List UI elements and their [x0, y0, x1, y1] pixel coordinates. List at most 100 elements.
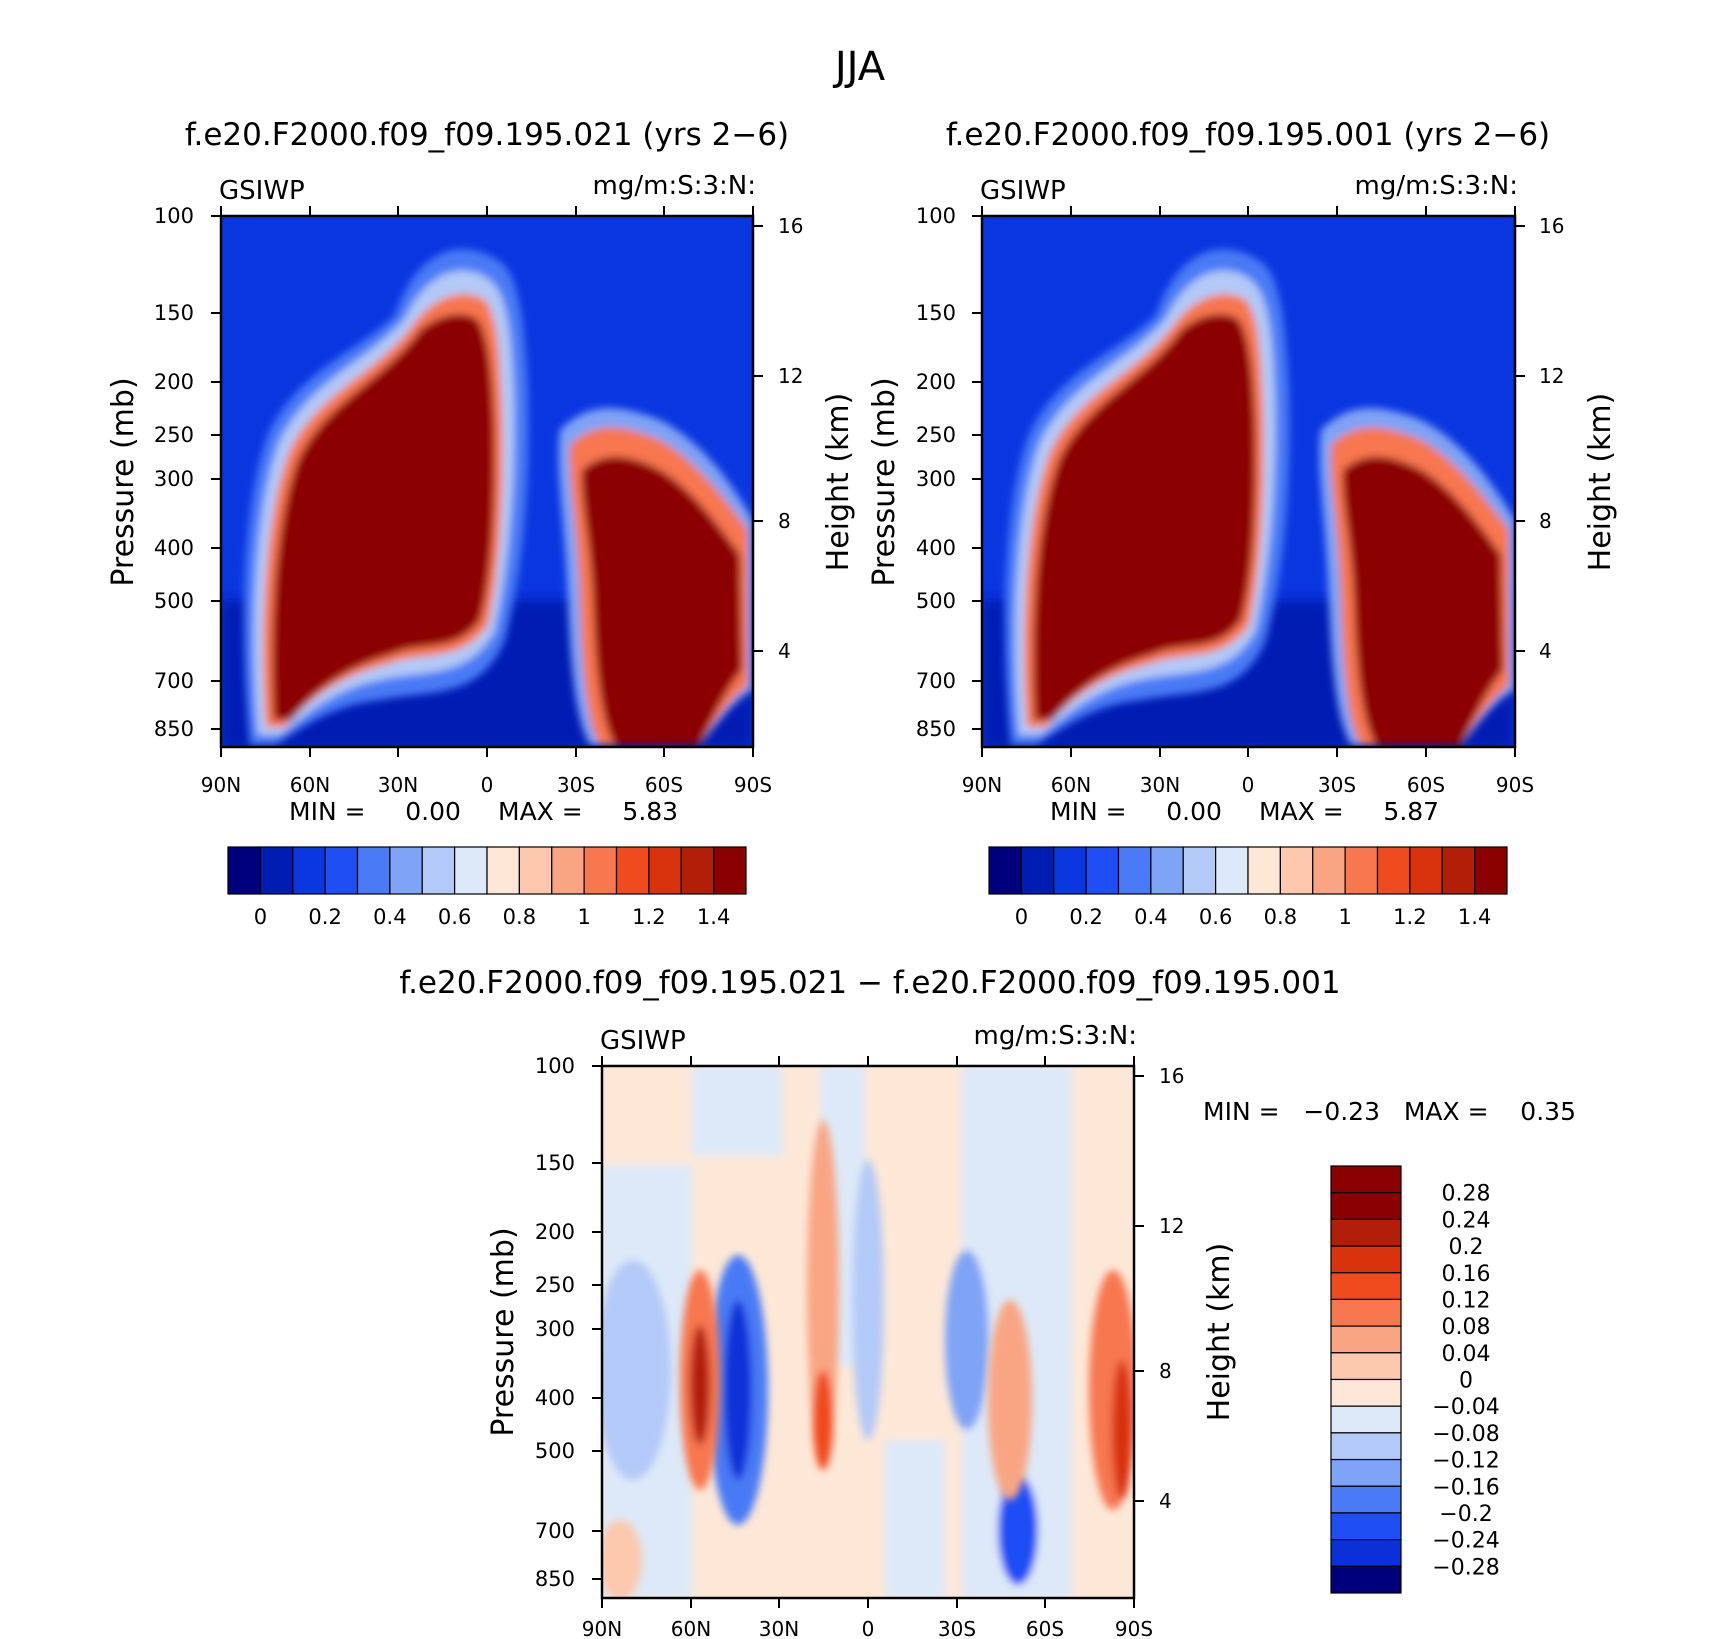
y-tick-label: 200: [535, 1220, 575, 1244]
max-text: MAX = 5.83: [498, 797, 678, 826]
units-label: mg/m:S:3:N:: [974, 1021, 1137, 1051]
colorbar-label: 0.28: [1442, 1182, 1491, 1207]
colorbar-swatch: [1215, 846, 1249, 895]
colorbar-swatch: [648, 846, 682, 895]
y-tick-label: 150: [535, 1151, 575, 1175]
colorbar-swatch: [1330, 1298, 1402, 1327]
y-tick-label: 200: [154, 370, 194, 394]
y-axis: 100 150 200 250 300 400 500 700 850: [154, 204, 221, 741]
y2-tick-label: 4: [778, 639, 791, 663]
y2-tick-label: 8: [778, 509, 791, 533]
colorbar-swatch: [421, 846, 456, 895]
colorbar-swatch: [454, 846, 488, 895]
x-tick-label: 60S: [1407, 773, 1445, 797]
colorbar-swatch: [1330, 1512, 1402, 1541]
y2-tick-label: 16: [778, 214, 803, 238]
y-axis-label: Pressure (mb): [486, 1227, 521, 1436]
colorbar-label: 0: [254, 905, 267, 929]
y-tick-label: 700: [916, 669, 956, 693]
blob-north: [244, 249, 529, 745]
colorbar-swatch: [988, 846, 1022, 895]
colorbar-swatch: [1330, 1378, 1402, 1407]
y-tick-label: 700: [535, 1519, 575, 1543]
colorbar-label: 0.6: [1199, 905, 1232, 929]
x-tick-label: 90N: [201, 773, 241, 797]
colorbar-swatch: [356, 846, 391, 895]
colorbar-swatch: [551, 846, 585, 895]
y2-tick-label: 4: [1539, 639, 1552, 663]
y-tick-label: 500: [154, 589, 194, 613]
colorbar-swatch: [1085, 846, 1120, 895]
x-tick-label: 0: [481, 773, 494, 797]
minmax-text: MIN = −0.23 MAX = 0.35: [1203, 1097, 1576, 1126]
blob-north: [1005, 249, 1290, 745]
colorbar-swatch: [1053, 846, 1087, 895]
min-text: MIN = 0.00: [1050, 797, 1222, 826]
colorbar-swatch: [1330, 1325, 1402, 1354]
colorbar-swatch: [1330, 1458, 1402, 1487]
max-text: MAX = 5.87: [1259, 797, 1439, 826]
y-tick-label: 500: [535, 1439, 575, 1463]
panel-title: f.e20.F2000.f09_f09.195.021 (yrs 2−6): [185, 117, 789, 153]
y2-tick-label: 16: [1159, 1064, 1184, 1088]
colorbar-label: −0.16: [1432, 1475, 1499, 1500]
colorbar-swatch: [1182, 846, 1217, 895]
colorbar-swatch: [259, 846, 294, 895]
colorbar-label: 1.4: [697, 905, 730, 929]
contour-field: [221, 216, 753, 747]
colorbar-swatch: [713, 846, 747, 895]
colorbar-swatch: [1020, 846, 1055, 895]
y-tick-label: 700: [154, 669, 194, 693]
colorbar-swatch: [1474, 846, 1508, 895]
colorbar-swatch: [1409, 846, 1443, 895]
colorbar-swatch: [1330, 1405, 1402, 1434]
colorbar-swatch: [292, 846, 326, 895]
y-tick-label: 150: [916, 301, 956, 325]
colorbar-label: 0.8: [503, 905, 536, 929]
colorbar-label: 1.2: [1393, 905, 1426, 929]
figure-title: JJA: [832, 44, 886, 90]
y-tick-label: 250: [916, 423, 956, 447]
y2-tick-label: 12: [1159, 1214, 1184, 1238]
y2-tick-label: 8: [1159, 1359, 1172, 1383]
colorbar-swatch: [1247, 846, 1281, 895]
y-tick-label: 100: [535, 1054, 575, 1078]
colorbar-label: −0.24: [1432, 1529, 1499, 1554]
colorbar-swatch: [324, 846, 359, 895]
y2-axis: 16 12 8 4: [1515, 214, 1564, 663]
colorbar-swatch: [486, 846, 520, 895]
x-tick-label: 30S: [938, 1617, 976, 1639]
colorbar-label: −0.04: [1432, 1395, 1499, 1420]
y-tick-label: 850: [154, 717, 194, 741]
x-axis: 90N 60N 30N 0 30S 60S 90S: [582, 1056, 1153, 1639]
colorbar-label: −0.28: [1432, 1555, 1499, 1580]
colorbar-swatch: [518, 846, 553, 895]
colorbar-label: 0.12: [1442, 1288, 1491, 1313]
colorbar-label: 1: [1338, 905, 1351, 929]
y2-tick-label: 12: [778, 364, 803, 388]
colorbar-label: 0.4: [373, 905, 406, 929]
panel-title: f.e20.F2000.f09_f09.195.001 (yrs 2−6): [946, 117, 1550, 153]
colorbar-label: −0.2: [1439, 1502, 1492, 1527]
y-axis-label: Pressure (mb): [867, 377, 902, 586]
x-tick-label: 30N: [759, 1617, 799, 1639]
y-tick-label: 400: [535, 1386, 575, 1410]
y-tick-label: 150: [154, 301, 194, 325]
units-label: mg/m:S:3:N:: [593, 171, 756, 201]
x-tick-label: 30N: [378, 773, 418, 797]
colorbar-swatch: [1150, 846, 1184, 895]
y2-tick-label: 16: [1539, 214, 1564, 238]
x-tick-label: 90S: [1115, 1617, 1153, 1639]
variable-label: GSIWP: [600, 1026, 686, 1056]
colorbar-swatch: [1312, 846, 1346, 895]
colorbar-swatch: [1330, 1245, 1402, 1274]
colorbar-label: 0.2: [308, 905, 341, 929]
x-tick-label: 0: [1242, 773, 1255, 797]
y-tick-label: 300: [535, 1317, 575, 1341]
colorbar-swatch: [680, 846, 715, 895]
y-tick-label: 500: [916, 589, 956, 613]
colorbar: 0 0.2 0.4 0.6 0.8 1 1.2 1.4: [227, 846, 747, 929]
y-tick-label: 100: [154, 204, 194, 228]
colorbar-label: 1.2: [632, 905, 665, 929]
blob-south: [1319, 408, 1515, 745]
